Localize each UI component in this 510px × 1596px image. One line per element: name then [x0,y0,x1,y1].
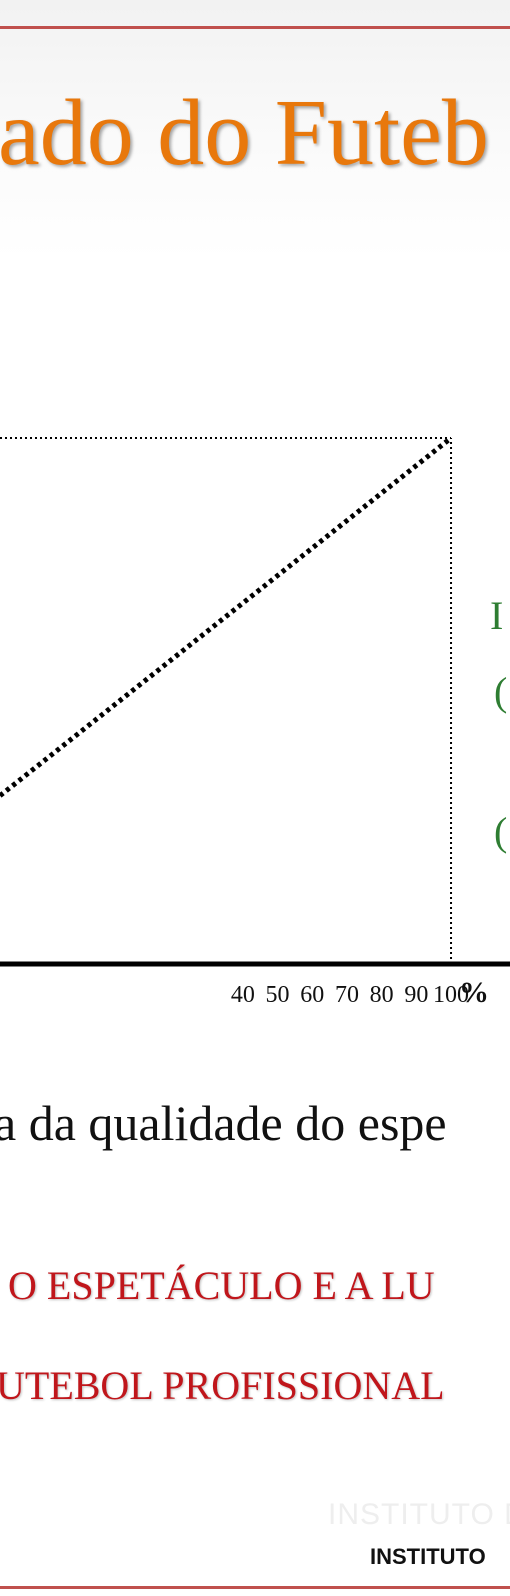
red-text-line-2: UTEBOL PROFISSIONAL [0,1363,445,1408]
x-tick-label: 80 [370,982,394,1008]
side-label-3: ( [494,809,508,854]
series-line-1 [0,436,453,798]
x-tick-label: 60 [300,982,324,1008]
line-chart: 40 50 60 70 80 90 100 % [0,436,510,1009]
x-tick-label: 90 [404,982,428,1008]
footer-institution: INSTITUTO [370,1544,486,1569]
x-tick-label: 100 [433,982,469,1008]
x-tick-label: 50 [266,982,290,1008]
slide-title: ado do Futeb [0,81,489,185]
x-tick-label: 70 [335,982,359,1008]
top-accent-rule [0,26,510,29]
bottom-accent-rule [0,1586,510,1589]
side-label-2: ( [494,669,508,714]
x-axis-label: % [459,976,489,1009]
chart-caption: a da qualidade do espe [0,1095,447,1151]
x-tick-label: 40 [231,982,255,1008]
red-text-line-1: O ESPETÁCULO E A LU [8,1263,435,1308]
side-label-1: I [490,593,504,638]
watermark-text: INSTITUTO DE [328,1498,510,1531]
